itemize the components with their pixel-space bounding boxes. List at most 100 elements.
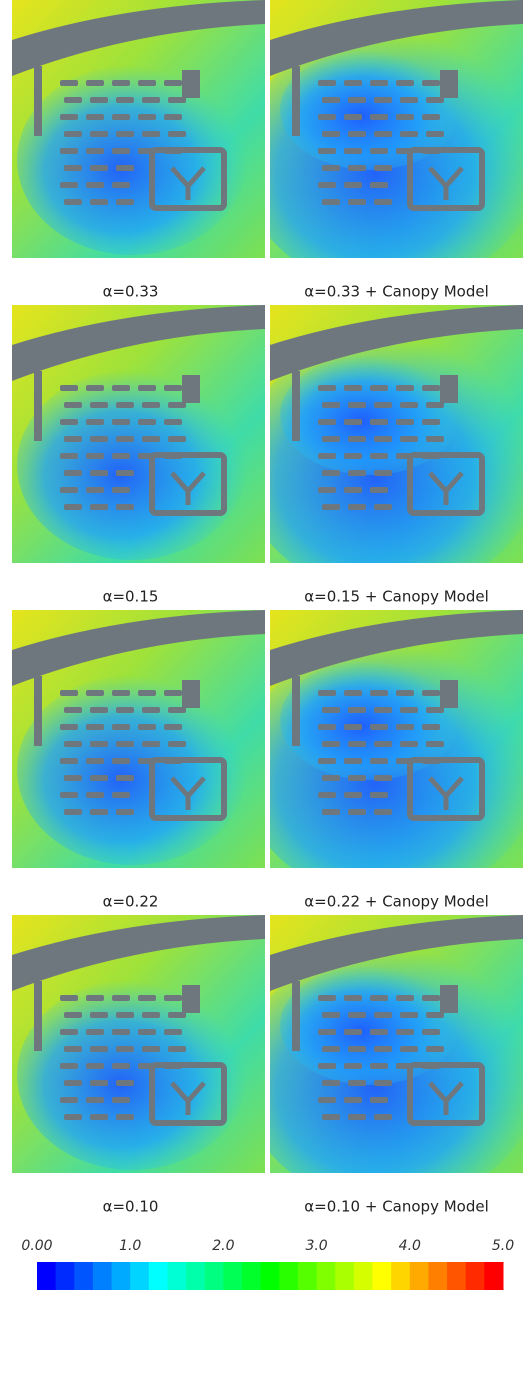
building: [370, 1063, 388, 1069]
building: [60, 148, 78, 154]
building: [182, 680, 200, 708]
building: [142, 131, 160, 137]
building: [422, 724, 440, 730]
building: [90, 131, 108, 137]
building: [112, 114, 130, 120]
building: [374, 1080, 392, 1086]
caption: α=0.15 + Canopy Model: [304, 588, 489, 606]
building: [112, 995, 130, 1001]
building: [348, 97, 366, 103]
building: [64, 402, 82, 408]
building: [64, 1046, 82, 1052]
building: [90, 1080, 108, 1086]
building: [90, 199, 108, 205]
building: [426, 436, 444, 442]
building: [344, 114, 362, 120]
building: [422, 114, 440, 120]
building: [142, 97, 160, 103]
building: [60, 792, 78, 798]
cfd-panel: [240, 0, 525, 290]
building: [318, 995, 336, 1001]
building: [426, 741, 444, 747]
building: [440, 985, 458, 1013]
building: [370, 182, 388, 188]
building: [112, 1097, 130, 1103]
building: [374, 1046, 392, 1052]
building: [116, 199, 134, 205]
building: [348, 775, 366, 781]
colorbar-tick-label: 4.0: [399, 1238, 421, 1254]
building: [86, 487, 104, 493]
building: [400, 1046, 418, 1052]
building: [374, 1114, 392, 1120]
building: [370, 1029, 388, 1035]
building: [60, 1063, 78, 1069]
building: [348, 707, 366, 713]
building: [374, 97, 392, 103]
building: [60, 724, 78, 730]
building: [86, 758, 104, 764]
building: [292, 371, 300, 441]
building: [64, 165, 82, 171]
building: [112, 1063, 130, 1069]
building: [64, 131, 82, 137]
building: [60, 419, 78, 425]
building: [318, 758, 336, 764]
building: [318, 1063, 336, 1069]
colorbar-segment: [354, 1262, 373, 1290]
building: [322, 775, 340, 781]
caption: α=0.10: [103, 1198, 159, 1216]
building: [116, 436, 134, 442]
caption: α=0.33: [103, 283, 159, 301]
building: [370, 724, 388, 730]
building: [90, 470, 108, 476]
building: [396, 724, 414, 730]
building: [344, 995, 362, 1001]
building: [86, 385, 104, 391]
building: [116, 1114, 134, 1120]
building: [112, 419, 130, 425]
building: [374, 436, 392, 442]
building: [426, 1046, 444, 1052]
colorbar-segment: [93, 1262, 112, 1290]
building: [422, 1029, 440, 1035]
building: [396, 385, 414, 391]
building: [348, 809, 366, 815]
building: [112, 724, 130, 730]
caption: α=0.15: [103, 588, 159, 606]
building: [142, 1012, 160, 1018]
colorbar-tick-label: 3.0: [305, 1238, 327, 1254]
colorbar-segment: [447, 1262, 466, 1290]
colorbar-segment: [317, 1262, 336, 1290]
building: [64, 97, 82, 103]
building: [60, 453, 78, 459]
building: [138, 80, 156, 86]
building: [370, 487, 388, 493]
building: [90, 402, 108, 408]
building: [374, 741, 392, 747]
cfd-panel: [12, 0, 265, 258]
building: [322, 97, 340, 103]
building: [86, 792, 104, 798]
building: [322, 436, 340, 442]
building: [90, 741, 108, 747]
low-speed-zone: [17, 980, 247, 1170]
building: [374, 199, 392, 205]
low-speed-zone: [17, 675, 247, 865]
building: [34, 676, 42, 746]
building: [344, 1097, 362, 1103]
building: [400, 1012, 418, 1018]
building: [168, 436, 186, 442]
building: [142, 402, 160, 408]
building: [90, 1114, 108, 1120]
building: [292, 981, 300, 1051]
building: [348, 1012, 366, 1018]
building: [344, 758, 362, 764]
building: [64, 1080, 82, 1086]
figure: α=0.33α=0.33 + Canopy Modelα=0.15α=0.15 …: [0, 0, 525, 1388]
building: [60, 385, 78, 391]
building: [322, 1114, 340, 1120]
building: [344, 1063, 362, 1069]
building: [60, 1029, 78, 1035]
building: [86, 419, 104, 425]
